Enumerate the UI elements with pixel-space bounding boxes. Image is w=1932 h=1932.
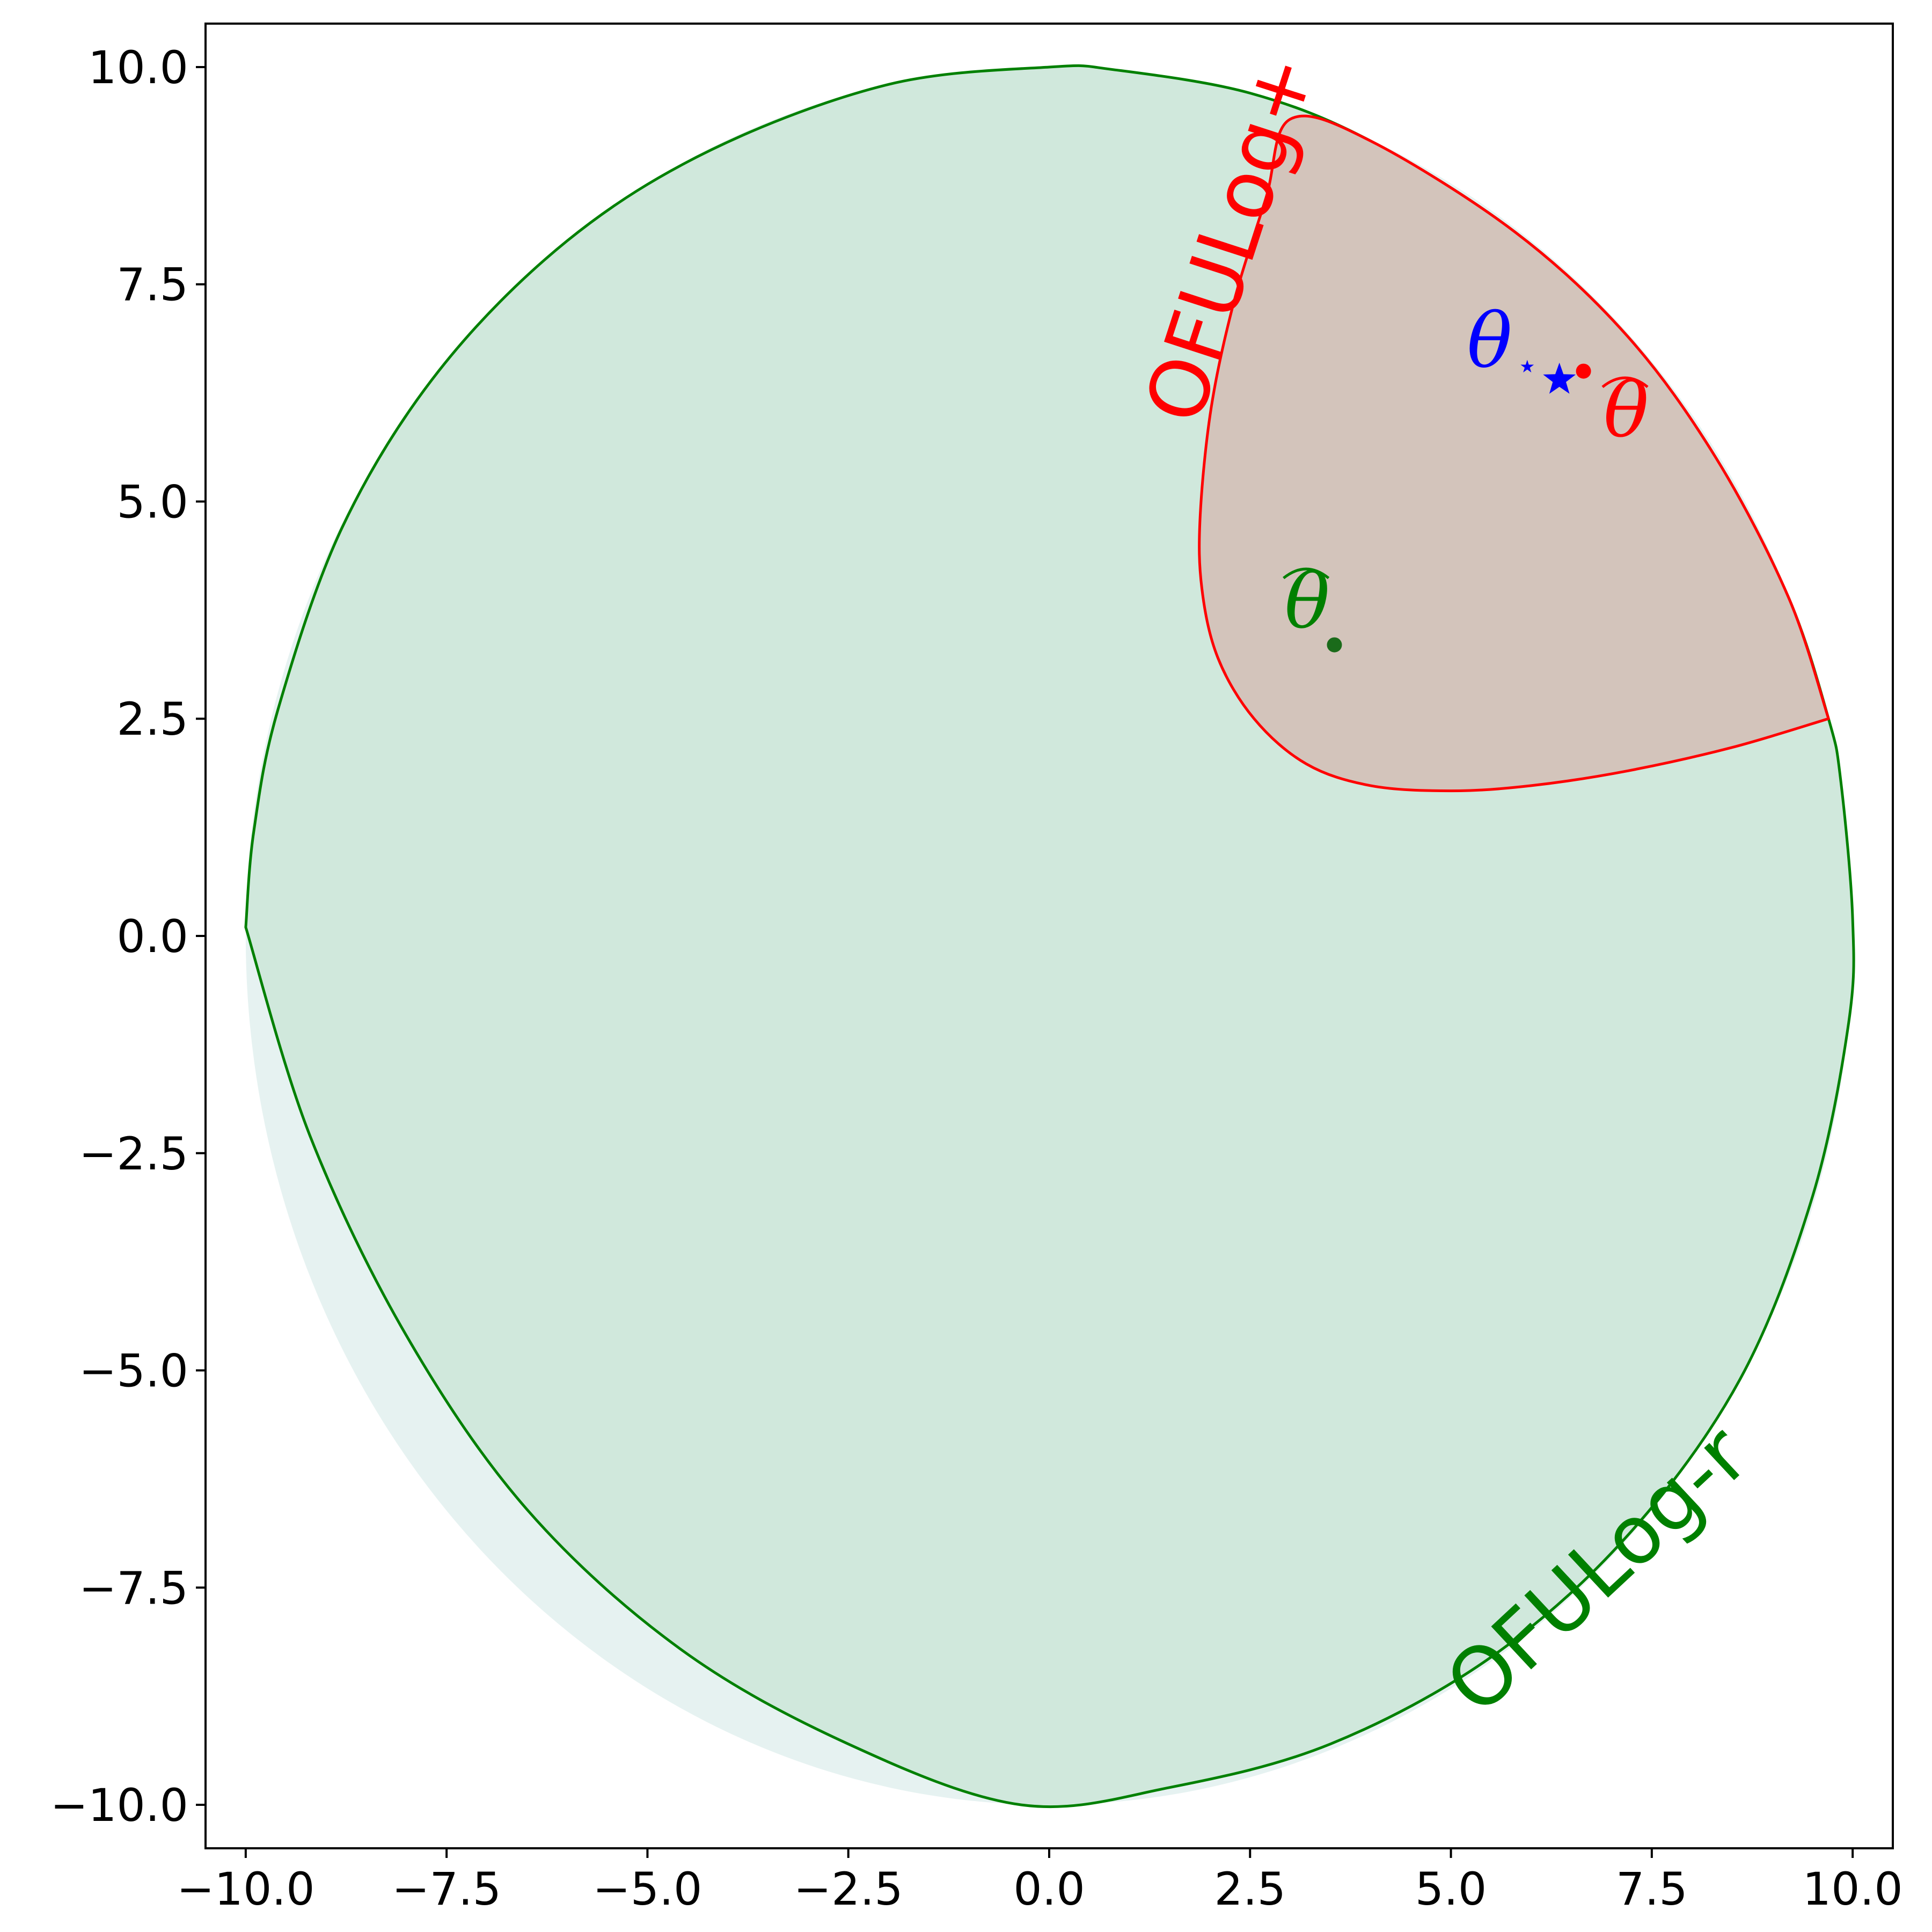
x-tick-label: −7.5 [392, 1863, 501, 1915]
x-tick-label: −10.0 [177, 1863, 314, 1915]
plot-area [244, 64, 1855, 1809]
y-tick-label: −2.5 [79, 1128, 188, 1180]
x-tick-label: −2.5 [794, 1863, 903, 1915]
x-tick-label: −5.0 [592, 1863, 702, 1915]
ofulog-plus-region [1198, 114, 1830, 793]
theta-hat-red-marker [1576, 363, 1591, 379]
y-tick-label: −7.5 [79, 1562, 188, 1614]
x-tick-label: 0.0 [1013, 1863, 1085, 1915]
theta-star-label: θ [1467, 298, 1512, 385]
theta-hat-green-hat [1283, 567, 1330, 580]
y-tick-label: 7.5 [116, 259, 188, 311]
axes: −10.0 −7.5 −5.0 −2.5 0.0 2.5 5.0 7.5 10.0 −10.0 −7… [50, 23, 1903, 1915]
theta-hat-green-marker [1327, 637, 1342, 653]
y-tick-label: 0.0 [116, 910, 188, 963]
y-tick-label: −10.0 [50, 1779, 188, 1832]
theta-small-marker [1520, 360, 1534, 372]
y-tick-label: 5.0 [116, 475, 188, 528]
x-tick-label: 2.5 [1214, 1863, 1286, 1915]
theta-hat-red-hat [1601, 376, 1649, 388]
y-tick-label: 10.0 [88, 41, 188, 94]
theta-star-marker [1543, 362, 1576, 394]
y-tick-label: 2.5 [116, 693, 188, 745]
y-tick-label: −5.0 [79, 1345, 188, 1397]
x-tick-label: 10.0 [1803, 1863, 1903, 1915]
x-tick-label: 5.0 [1415, 1863, 1487, 1915]
x-tick-label: 7.5 [1616, 1863, 1688, 1915]
